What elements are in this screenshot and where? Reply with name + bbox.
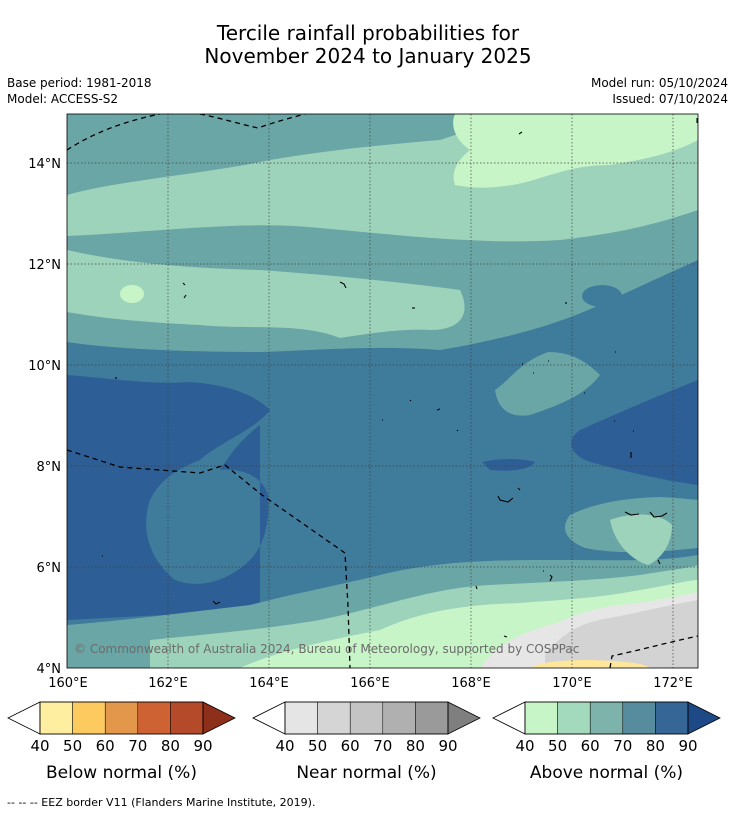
contour-above-50-islet [120,285,144,303]
y-tick-label: 14°N [28,157,61,172]
x-tick-label: 168°E [451,676,491,691]
legend-swatch [72,701,106,735]
x-tick-label: 170°E [552,676,592,691]
base-period: Base period: 1981-2018 [7,76,152,90]
contour-above-90-west-coast [67,440,116,600]
legend-tick-label: 60 [581,737,600,755]
y-tick-label: 12°N [28,258,61,273]
legend-below-normal: 40 50 60 70 80 90 Below normal (%) [7,701,236,783]
legend-swatch [655,701,689,735]
eez-footnote: -- -- -- EEZ border V11 (Flanders Marine… [7,796,316,809]
legend-swatch [104,701,139,735]
legend-tick-label: 60 [96,737,115,755]
legend-arrow-low [7,701,41,735]
legend-arrow-high [447,701,481,735]
legend-tick-label: 50 [308,737,327,755]
x-tick-label: 166°E [350,676,390,691]
legend-tick-label: 70 [128,737,147,755]
x-tick-label: 162°E [148,676,188,691]
legend-swatch [137,701,171,735]
legend-tick-label: 50 [63,737,82,755]
y-tick-label: 4°N [37,662,62,677]
legend-tick-label: 80 [161,737,180,755]
legend-outline [524,701,689,735]
legend-swatch [284,701,318,735]
x-tick-label: 164°E [249,676,289,691]
legend-arrow-low [492,701,526,735]
legend-title: Above normal (%) [530,763,683,783]
islands [102,118,698,638]
legend-swatch [524,701,558,735]
model-run: Model run: 05/10/2024 [590,76,728,90]
legend-arrow-high [202,701,236,735]
legend-swatch [557,701,591,735]
contour-above-70-tongue [495,352,600,416]
contour-below-50 [530,660,650,668]
contour-above-50-north [453,114,698,188]
legend-swatch [349,701,384,735]
legend-swatch [589,701,624,735]
contour-above-60-mid [67,250,465,338]
legend-tick-label: 90 [193,737,212,755]
graticule [67,114,698,668]
legend-tick-label: 60 [341,737,360,755]
contour-above-90-west [67,375,270,620]
legend-swatch [39,701,73,735]
legend-outline [39,701,204,735]
chart-title: Tercile rainfall probabilities for Novem… [0,22,736,68]
x-tick-label: 160°E [48,676,88,691]
legend-tick-label: 40 [515,737,534,755]
y-axis: 14°N 12°N 10°N 8°N 6°N 4°N [28,157,61,677]
legend-swatch [317,701,351,735]
contour-above-90-east-patch [482,459,535,471]
title-line-1: Tercile rainfall probabilities for [216,21,520,45]
legend-tick-label: 80 [646,737,665,755]
legend-tick-label: 80 [406,737,425,755]
legend-above-normal: 40 50 60 70 80 90 Above normal (%) [492,701,721,783]
title-line-2: November 2024 to January 2025 [204,44,532,68]
y-tick-label: 10°N [28,359,61,374]
legend-swatch [622,701,656,735]
x-axis: 160°E 162°E 164°E 166°E 168°E 170°E 172°… [48,676,693,691]
contour-above-60-east [610,514,672,565]
copyright-text: © Commonwealth of Australia 2024, Bureau… [74,642,579,656]
legend-tick-label: 50 [548,737,567,755]
legend-tick-label: 40 [30,737,49,755]
legend-title: Near normal (%) [296,763,436,783]
legend-arrow-low [252,701,286,735]
contour-above-80-patch [582,285,622,307]
legend-tick-label: 90 [438,737,457,755]
y-tick-label: 6°N [37,561,62,576]
legend-swatch [415,701,449,735]
legend-swatch [382,701,416,735]
issued-date: Issued: 07/10/2024 [612,92,728,106]
contour-above-90-east [571,380,698,485]
legend-swatch [170,701,204,735]
x-tick-label: 172°E [653,676,693,691]
legend-outline [284,701,449,735]
map-frame [66,113,699,669]
legend-title: Below normal (%) [46,763,197,783]
eez-borders [67,114,698,668]
contour-near-60 [545,600,698,668]
legend-tick-label: 70 [613,737,632,755]
meta-right: Model run: 05/10/2024 Issued: 07/10/2024 [591,75,728,107]
meta-left: Base period: 1981-2018 Model: ACCESS-S2 [7,75,152,107]
probability-map: © Commonwealth of Australia 2024, Bureau… [67,114,698,668]
y-tick-label: 8°N [37,460,62,475]
legend-tick-label: 40 [275,737,294,755]
legend-arrow-high [687,701,721,735]
legend-tick-label: 90 [678,737,697,755]
legend-tick-label: 70 [373,737,392,755]
model-name: Model: ACCESS-S2 [7,92,119,106]
